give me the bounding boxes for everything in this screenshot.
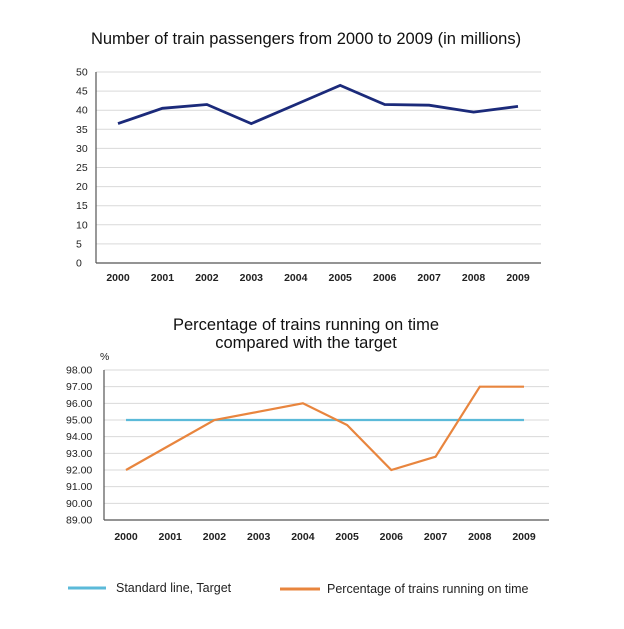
c2-series-line-1 [125,385,524,472]
c2-y-tick-label: 98.00 [66,365,92,377]
c2-x-tick-label: 2002 [203,531,227,543]
c2-x-tick-label: 2005 [335,531,359,543]
c1-x-tick-label: 2006 [373,272,397,284]
on-time-series [125,385,524,472]
c1-y-tick-label: 25 [76,162,88,174]
c2-x-tick-label: 2004 [291,531,315,543]
on-time-y-axis-label: % [100,351,109,363]
c1-y-tick-label: 50 [76,67,88,79]
c2-y-tick-label: 90.00 [66,498,92,510]
c1-y-tick-label: 30 [76,143,88,155]
c1-y-tick-label: 20 [76,181,88,193]
c2-y-tick-label: 91.00 [66,481,92,493]
passengers-y-ticks: 0 5 10 15 20 25 30 35 40 45 50 [76,67,88,270]
c1-y-tick-label: 5 [76,238,82,250]
c2-x-tick-label: 2008 [468,531,492,543]
passengers-x-ticks: 2000 2001 2002 2003 2004 2005 2006 2007 2008 2009 [106,272,530,284]
c2-y-tick-label: 94.00 [66,431,92,443]
c2-x-tick-label: 2001 [159,531,183,543]
c2-y-tick-label: 97.00 [66,381,92,393]
c1-x-tick-label: 2000 [106,272,130,284]
c2-x-tick-label: 2009 [512,531,536,543]
legend: Standard line, Target Percentage of trai… [68,581,529,596]
c1-x-tick-label: 2009 [506,272,530,284]
c1-series-line-0 [117,83,519,126]
c1-y-tick-label: 10 [76,219,88,231]
c1-x-tick-label: 2008 [462,272,486,284]
c1-y-tick-label: 45 [76,86,88,98]
c1-x-tick-label: 2005 [329,272,353,284]
legend-label-target: Standard line, Target [116,581,232,595]
c2-y-tick-label: 95.00 [66,415,92,427]
legend-label-on-time: Percentage of trains running on time [327,582,529,596]
c2-x-tick-label: 2003 [247,531,271,543]
c2-y-tick-label: 89.00 [66,515,92,527]
c1-x-tick-label: 2001 [151,272,175,284]
c1-y-tick-label: 15 [76,200,88,212]
c1-x-tick-label: 2003 [240,272,264,284]
c1-x-tick-label: 2002 [195,272,219,284]
c2-x-tick-label: 2000 [114,531,138,543]
c1-y-tick-label: 40 [76,105,88,117]
passengers-series [117,83,519,126]
passengers-chart: Number of train passengers from 2000 to … [76,30,541,284]
c1-x-tick-label: 2007 [417,272,441,284]
c2-y-tick-label: 92.00 [66,465,92,477]
c1-x-tick-label: 2004 [284,272,308,284]
on-time-x-ticks: 2000 2001 2002 2003 2004 2005 2006 2007 2008 2009 [114,531,536,543]
c2-x-tick-label: 2006 [380,531,404,543]
c2-x-tick-label: 2007 [424,531,448,543]
c2-y-tick-label: 96.00 [66,398,92,410]
on-time-chart: Percentage of trains running on time com… [66,316,549,543]
on-time-y-ticks: 89.00 90.00 91.00 92.00 93.00 94.00 95.00 96.00… [66,365,92,527]
passengers-chart-title: Number of train passengers from 2000 to … [91,30,521,48]
c2-y-tick-label: 93.00 [66,448,92,460]
on-time-chart-title-line-1: Percentage of trains running on time [173,316,439,334]
passengers-grid [95,71,541,264]
c1-y-tick-label: 35 [76,124,88,136]
c1-y-tick-label: 0 [76,258,82,270]
on-time-chart-title-line-2: compared with the target [215,334,397,352]
